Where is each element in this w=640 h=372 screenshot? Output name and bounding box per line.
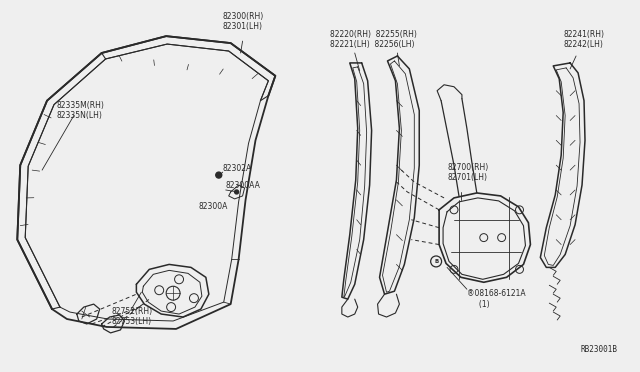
Text: 82700(RH)
82701(LH): 82700(RH) 82701(LH): [447, 163, 488, 182]
Text: 82300AA: 82300AA: [226, 180, 260, 189]
Text: 82300(RH)
82301(LH): 82300(RH) 82301(LH): [223, 12, 264, 31]
Text: 82220(RH)  82255(RH)
82221(LH)  82256(LH): 82220(RH) 82255(RH) 82221(LH) 82256(LH): [330, 30, 417, 49]
Circle shape: [235, 190, 239, 194]
Circle shape: [216, 172, 221, 178]
Text: RB23001B: RB23001B: [580, 345, 618, 354]
Text: 82300A: 82300A: [199, 202, 228, 211]
Text: ®08168-6121A
     (1): ®08168-6121A (1): [467, 289, 525, 309]
Text: B: B: [434, 259, 438, 264]
Text: 82752(RH)
82753(LH): 82752(RH) 82753(LH): [111, 307, 153, 327]
Text: 82302A: 82302A: [223, 164, 252, 173]
Text: 82241(RH)
82242(LH): 82241(RH) 82242(LH): [563, 30, 604, 49]
Text: 82335M(RH)
82335N(LH): 82335M(RH) 82335N(LH): [57, 101, 105, 120]
